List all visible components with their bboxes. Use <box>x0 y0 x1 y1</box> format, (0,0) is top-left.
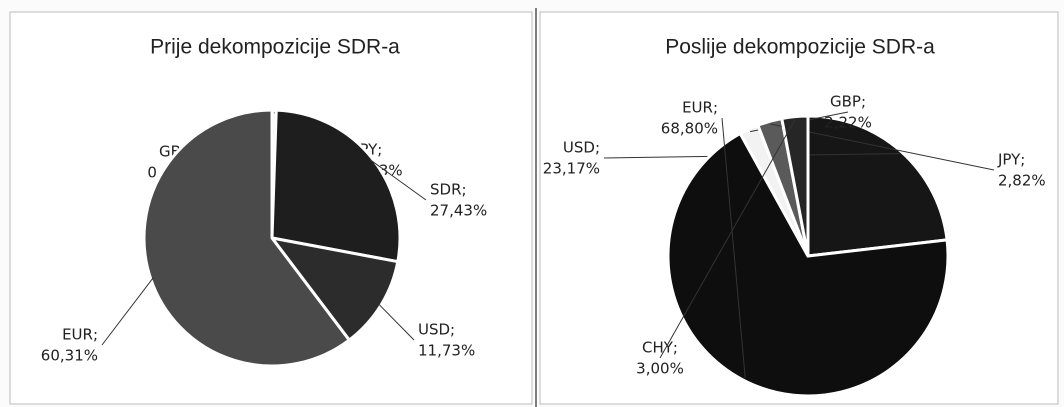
leader-line <box>369 159 427 201</box>
slice-value-label: 68,80% <box>661 120 718 138</box>
slice-category: EUR; <box>682 99 718 117</box>
chart-title: Prije dekompozicije SDR-a <box>150 36 400 59</box>
slice-category: JPY; <box>997 151 1025 169</box>
pie-slice <box>806 114 949 258</box>
slice-category: USD; <box>563 139 600 157</box>
slice-value-label: 27,43% <box>430 202 487 220</box>
slice-category: CHY; <box>642 339 678 357</box>
pie-slice <box>142 108 352 368</box>
pie-slice <box>268 235 400 343</box>
slice-category: USD; <box>418 321 455 339</box>
leader-line <box>101 277 154 346</box>
leader-line <box>659 119 796 359</box>
leader-line <box>378 303 415 341</box>
slice-value-label: 11,73% <box>418 342 475 360</box>
slice-value-label: 2,82% <box>998 172 1046 190</box>
pie-slice <box>666 131 950 398</box>
slice-category: SDR; <box>430 181 467 199</box>
slice-category: GBP; <box>830 93 866 111</box>
slice-value-label: 23,17% <box>543 160 600 178</box>
slice-value-label: 2,22% <box>824 114 872 132</box>
leader-line <box>721 117 746 379</box>
pie-slice <box>780 114 810 257</box>
pie-slice <box>270 108 402 264</box>
slice-category: EUR; <box>62 326 98 344</box>
slice-value-label: 60,31% <box>41 347 98 365</box>
slice-value-label: 3,00% <box>636 360 684 378</box>
chart-title: Poslije dekompozicije SDR-a <box>665 36 935 59</box>
